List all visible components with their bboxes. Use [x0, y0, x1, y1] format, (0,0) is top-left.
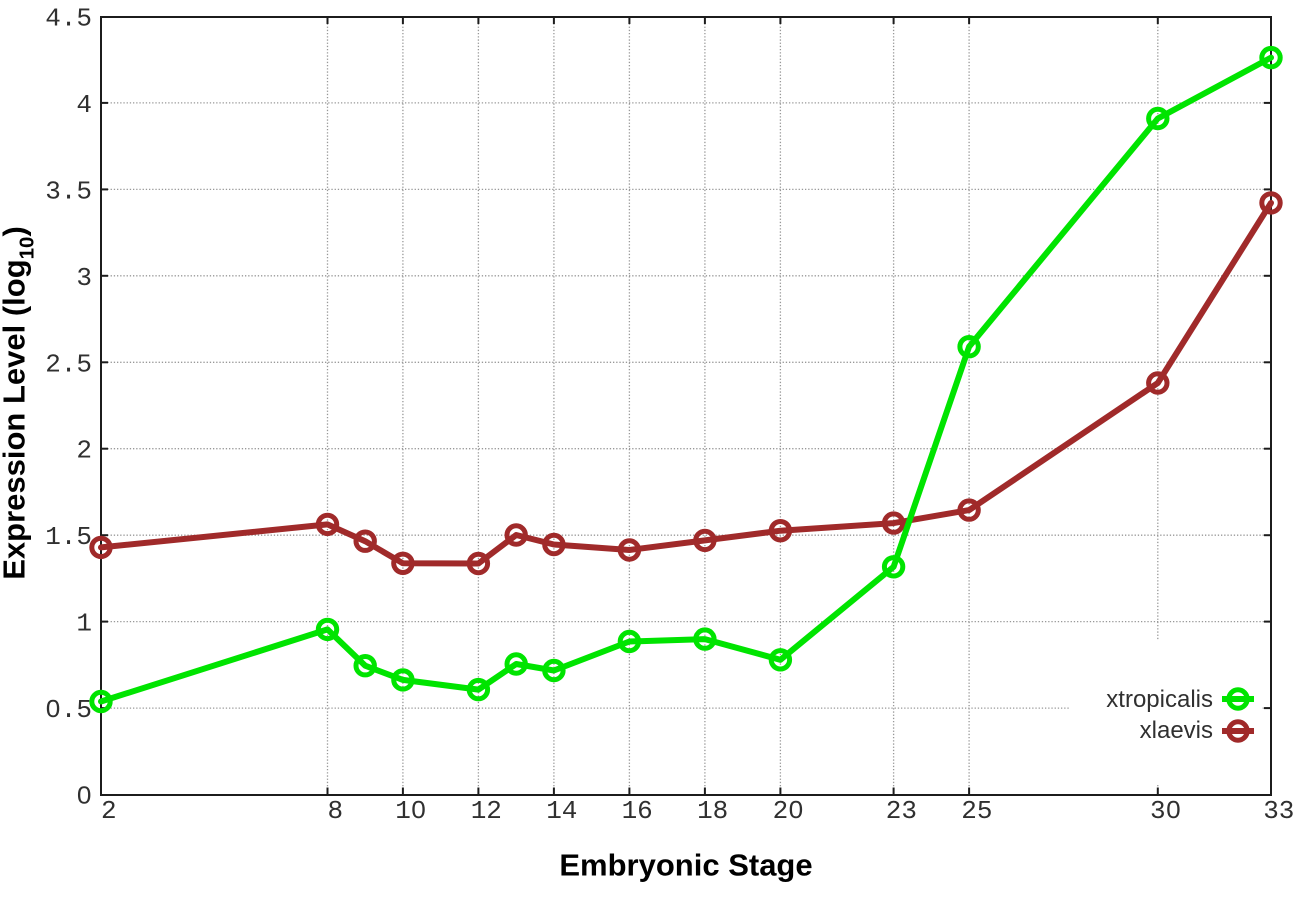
svg-text:23: 23	[886, 796, 917, 826]
svg-text:12: 12	[471, 796, 502, 826]
svg-text:Embryonic Stage: Embryonic Stage	[559, 848, 812, 883]
svg-text:4.5: 4.5	[45, 4, 92, 34]
svg-text:25: 25	[961, 796, 992, 826]
svg-text:33: 33	[1263, 796, 1294, 826]
svg-text:2: 2	[101, 796, 117, 826]
svg-text:10: 10	[395, 796, 426, 826]
svg-text:16: 16	[622, 796, 653, 826]
svg-text:4: 4	[76, 90, 92, 120]
svg-text:2.5: 2.5	[45, 349, 92, 379]
svg-text:3: 3	[76, 263, 92, 293]
svg-text:8: 8	[327, 796, 343, 826]
svg-text:xlaevis: xlaevis	[1140, 717, 1213, 744]
svg-text:1: 1	[76, 609, 92, 639]
svg-text:xtropicalis: xtropicalis	[1106, 686, 1213, 713]
svg-text:3.5: 3.5	[45, 176, 92, 206]
svg-text:2: 2	[76, 436, 92, 466]
svg-text:14: 14	[546, 796, 577, 826]
svg-text:1.5: 1.5	[45, 522, 92, 552]
svg-text:30: 30	[1150, 796, 1181, 826]
svg-text:20: 20	[773, 796, 804, 826]
svg-text:18: 18	[697, 796, 728, 826]
